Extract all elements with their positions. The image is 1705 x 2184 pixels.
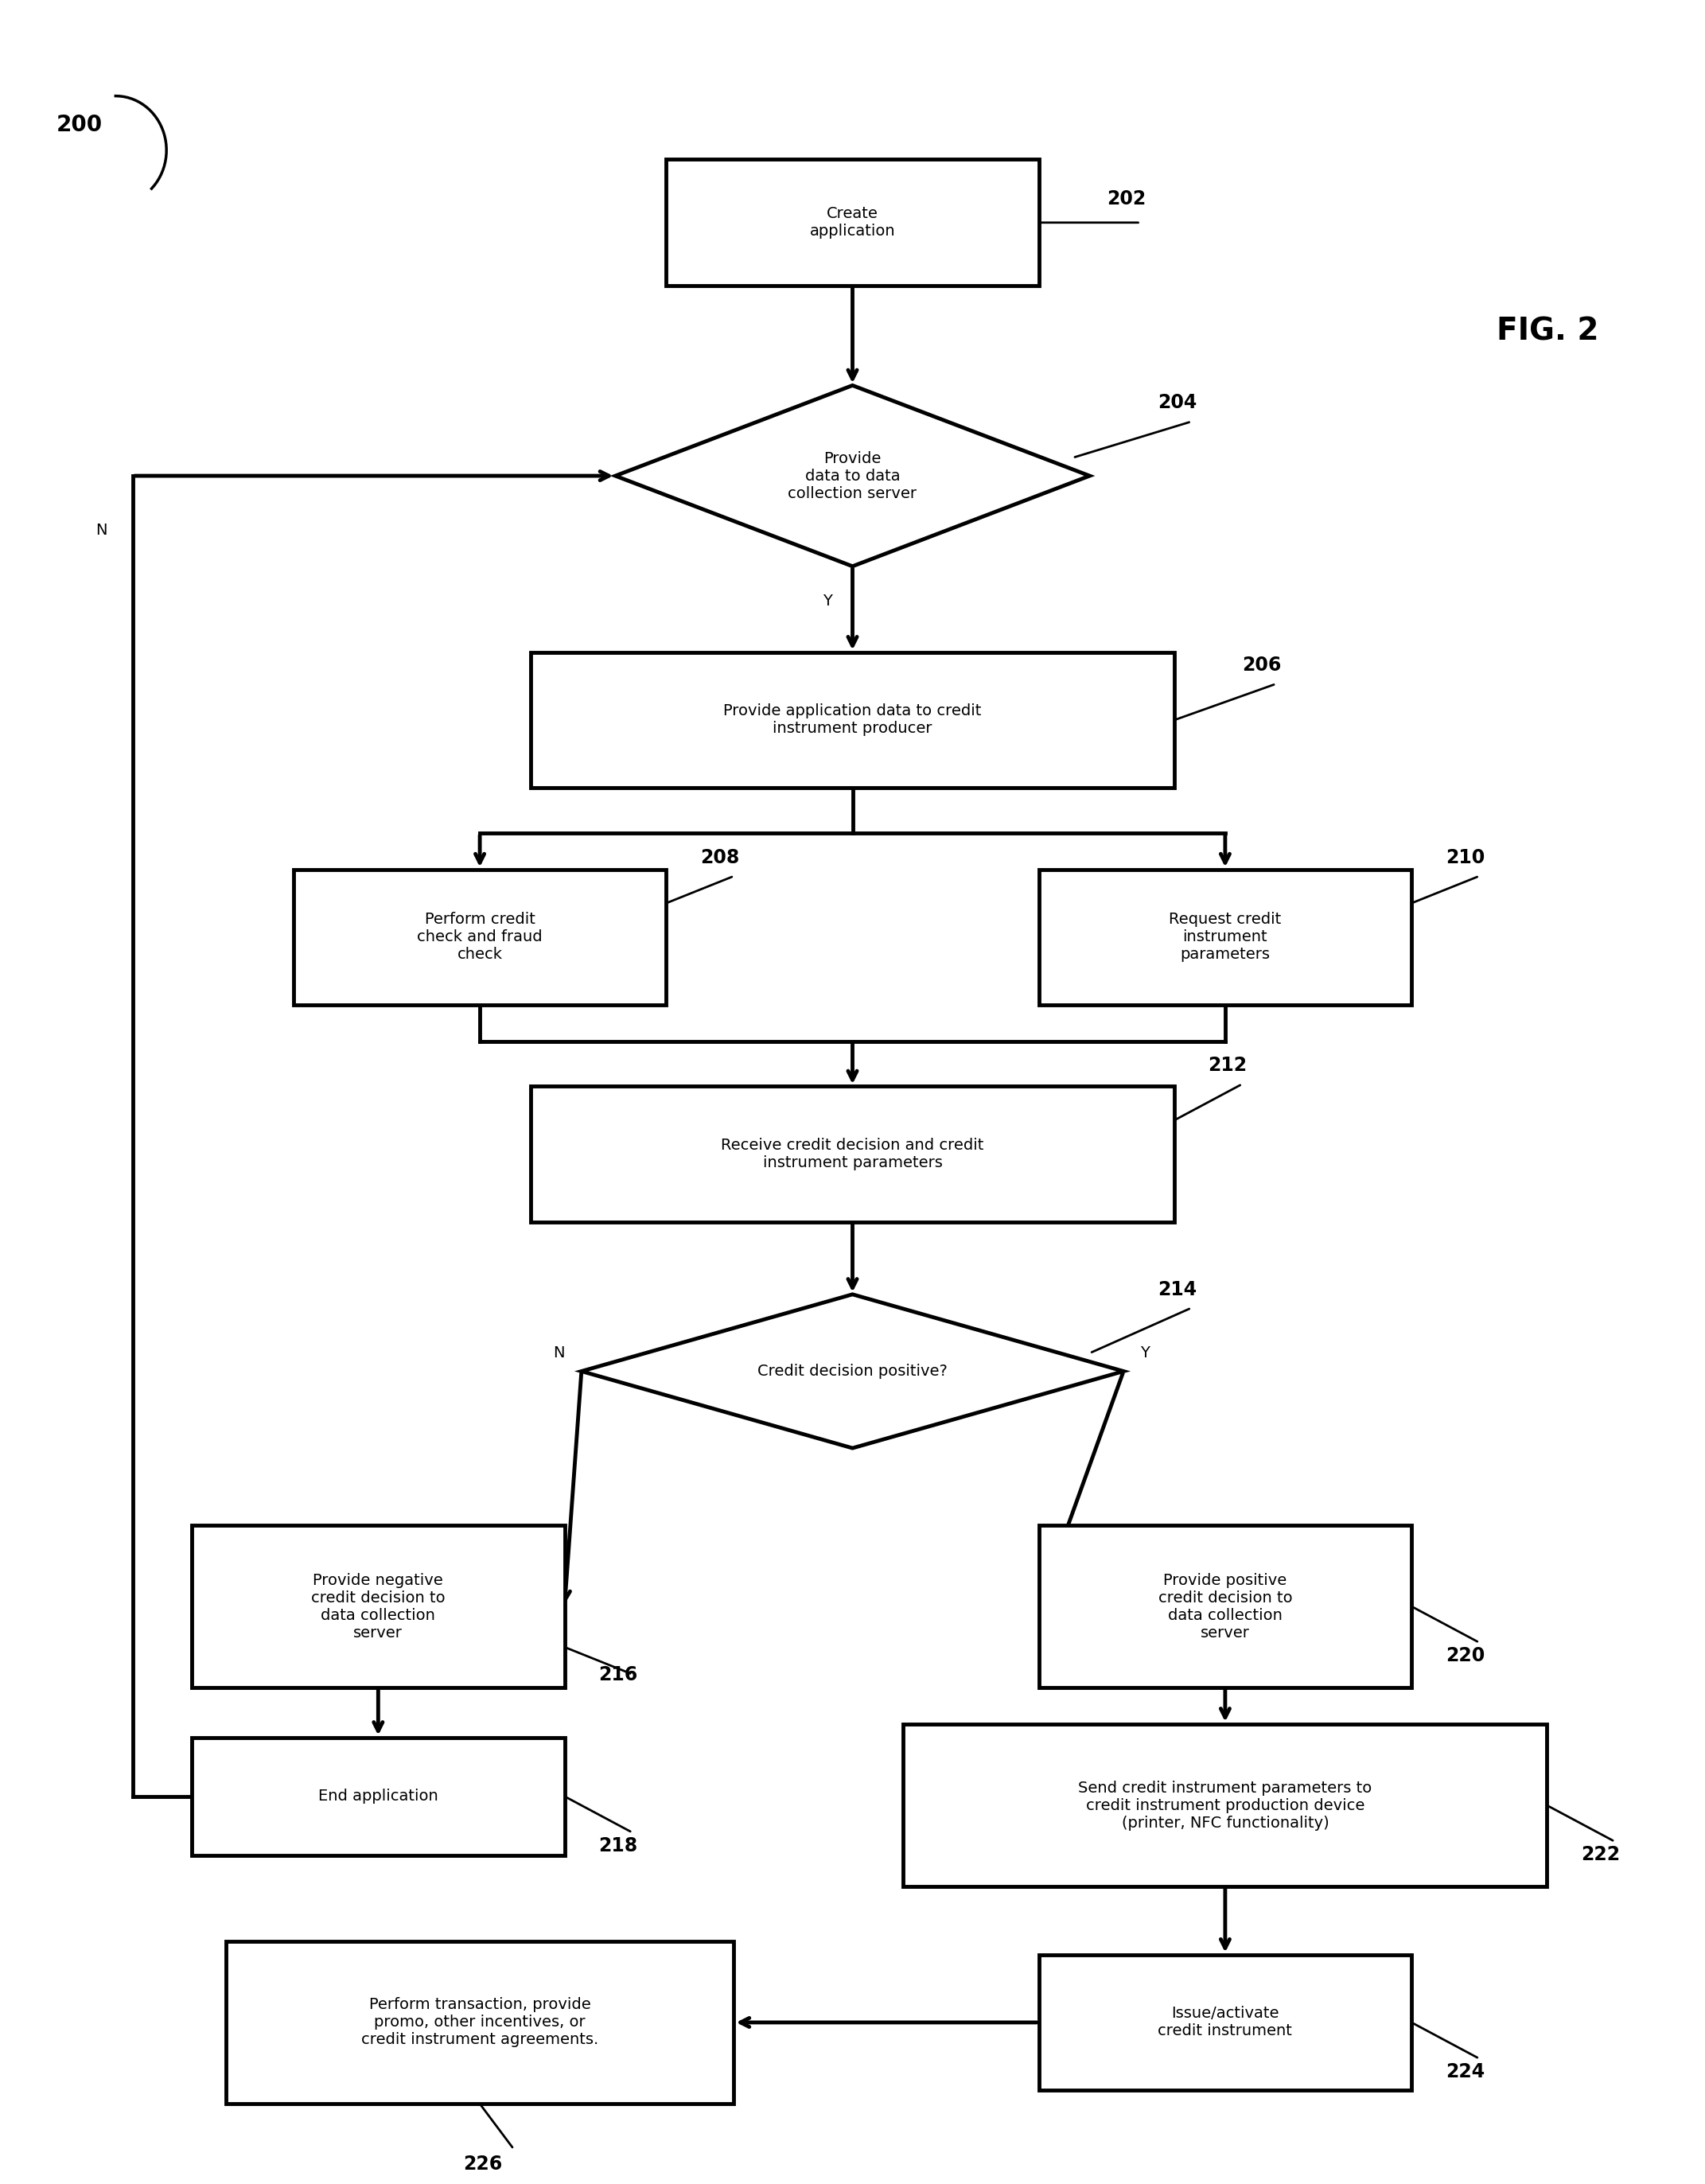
- FancyBboxPatch shape: [1038, 869, 1412, 1005]
- Text: 218: 218: [598, 1837, 638, 1854]
- Text: 224: 224: [1446, 2062, 1485, 2081]
- FancyBboxPatch shape: [667, 159, 1038, 286]
- Text: Issue/activate
credit instrument: Issue/activate credit instrument: [1158, 2007, 1292, 2038]
- Text: Credit decision positive?: Credit decision positive?: [757, 1363, 948, 1378]
- Text: FIG. 2: FIG. 2: [1497, 317, 1598, 347]
- Text: 214: 214: [1158, 1280, 1197, 1299]
- Text: 220: 220: [1446, 1647, 1485, 1664]
- Text: Y: Y: [822, 594, 832, 609]
- FancyBboxPatch shape: [904, 1723, 1546, 1887]
- FancyBboxPatch shape: [225, 1942, 733, 2103]
- Text: 202: 202: [1107, 190, 1146, 207]
- Text: Receive credit decision and credit
instrument parameters: Receive credit decision and credit instr…: [721, 1138, 984, 1171]
- Text: Provide
data to data
collection server: Provide data to data collection server: [788, 450, 917, 500]
- Text: N: N: [95, 522, 107, 537]
- Text: Provide application data to credit
instrument producer: Provide application data to credit instr…: [723, 703, 982, 736]
- Text: 226: 226: [462, 2153, 501, 2173]
- Text: 206: 206: [1243, 655, 1282, 675]
- FancyBboxPatch shape: [193, 1738, 564, 1854]
- Text: 210: 210: [1446, 847, 1485, 867]
- FancyBboxPatch shape: [1038, 1955, 1412, 2090]
- FancyBboxPatch shape: [293, 869, 667, 1005]
- Text: Provide negative
credit decision to
data collection
server: Provide negative credit decision to data…: [310, 1572, 445, 1640]
- Text: Y: Y: [1141, 1345, 1149, 1361]
- Text: Perform credit
check and fraud
check: Perform credit check and fraud check: [418, 913, 542, 963]
- Text: Provide positive
credit decision to
data collection
server: Provide positive credit decision to data…: [1158, 1572, 1292, 1640]
- Text: N: N: [552, 1345, 564, 1361]
- Polygon shape: [616, 384, 1089, 566]
- Text: Perform transaction, provide
promo, other incentives, or
credit instrument agree: Perform transaction, provide promo, othe…: [361, 1998, 598, 2049]
- Text: 200: 200: [56, 114, 102, 135]
- Text: End application: End application: [319, 1789, 438, 1804]
- Text: Create
application: Create application: [810, 205, 895, 238]
- Text: 208: 208: [701, 847, 740, 867]
- Polygon shape: [581, 1295, 1124, 1448]
- FancyBboxPatch shape: [193, 1524, 564, 1688]
- Text: 222: 222: [1581, 1845, 1620, 1865]
- FancyBboxPatch shape: [530, 653, 1175, 788]
- FancyBboxPatch shape: [530, 1085, 1175, 1223]
- Text: Send credit instrument parameters to
credit instrument production device
(printe: Send credit instrument parameters to cre…: [1078, 1780, 1373, 1830]
- Text: 212: 212: [1209, 1055, 1248, 1075]
- Text: Request credit
instrument
parameters: Request credit instrument parameters: [1170, 913, 1282, 963]
- FancyBboxPatch shape: [1038, 1524, 1412, 1688]
- Text: 204: 204: [1158, 393, 1197, 413]
- Text: 216: 216: [598, 1664, 638, 1684]
